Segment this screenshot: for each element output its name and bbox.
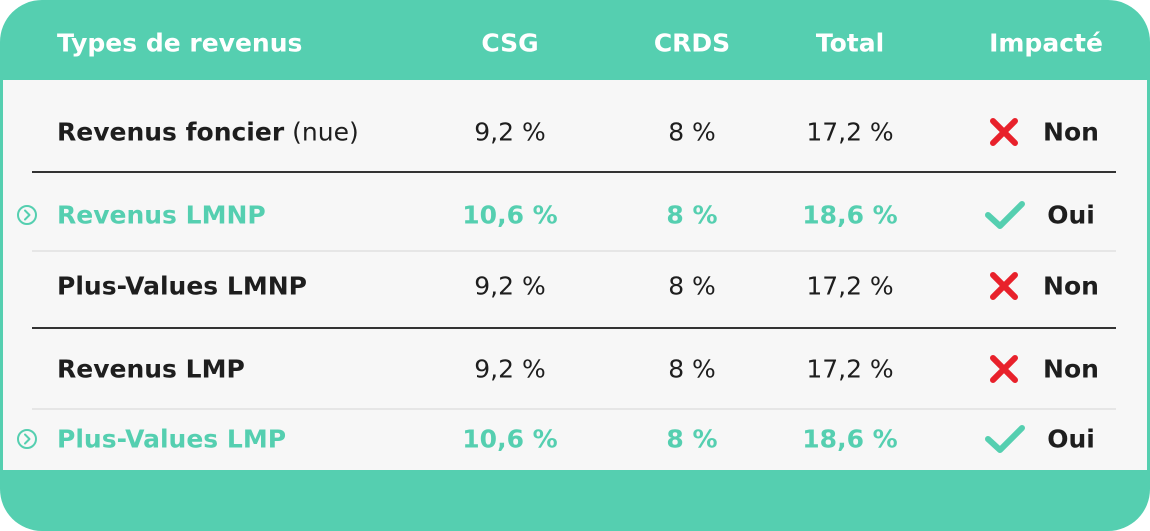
row-separator xyxy=(32,250,1116,252)
total-rate: 17,2 % xyxy=(806,354,894,384)
revenue-type-name: Plus-Values LMNP xyxy=(57,271,307,301)
revenue-type-note: (nue) xyxy=(292,117,359,147)
table-body xyxy=(3,80,1147,470)
crds-rate: 8 % xyxy=(668,117,716,147)
row-separator xyxy=(32,327,1116,329)
revenue-type-name: Plus-Values LMP xyxy=(57,424,287,454)
total-rate: 18,6 % xyxy=(802,200,898,230)
cross-icon xyxy=(990,355,1018,383)
csg-rate: 9,2 % xyxy=(474,117,546,147)
crds-rate: 8 % xyxy=(666,424,718,454)
row-marker-icon xyxy=(17,429,37,449)
revenue-type: Revenus LMNP xyxy=(57,201,266,230)
impacted-label: Non xyxy=(1043,117,1099,147)
column-header: CRDS xyxy=(653,28,731,58)
row-marker-icon xyxy=(17,205,37,225)
row-separator xyxy=(32,408,1116,410)
crds-rate: 8 % xyxy=(668,271,716,301)
row-separator xyxy=(32,171,1116,173)
column-header: Impacté xyxy=(989,28,1103,58)
total-rate: 17,2 % xyxy=(806,117,894,147)
revenue-type-name: Revenus LMNP xyxy=(57,200,266,230)
crds-rate: 8 % xyxy=(668,354,716,384)
crds-rate: 8 % xyxy=(666,200,718,230)
csg-rate: 10,6 % xyxy=(462,424,558,454)
total-rate: 17,2 % xyxy=(806,271,894,301)
check-icon xyxy=(985,425,1025,453)
impacted-label: Non xyxy=(1043,271,1099,301)
csg-rate: 10,6 % xyxy=(462,200,558,230)
cross-icon xyxy=(990,118,1018,146)
revenue-type: Revenus foncier (nue) xyxy=(57,118,359,147)
total-rate: 18,6 % xyxy=(802,424,898,454)
revenue-type: Plus-Values LMNP xyxy=(57,272,307,301)
impacted-label: Oui xyxy=(1047,424,1095,454)
check-icon xyxy=(985,201,1025,229)
column-header: Types de revenus xyxy=(57,28,303,58)
impacted-label: Non xyxy=(1043,354,1099,384)
cross-icon xyxy=(990,272,1018,300)
impacted-label: Oui xyxy=(1047,200,1095,230)
revenue-type-name: Revenus LMP xyxy=(57,354,245,384)
column-header: Total xyxy=(815,28,885,58)
csg-rate: 9,2 % xyxy=(474,354,546,384)
revenue-type-name: Revenus foncier xyxy=(57,117,285,147)
column-header: CSG xyxy=(481,28,539,58)
revenue-type: Revenus LMP xyxy=(57,355,245,384)
csg-rate: 9,2 % xyxy=(474,271,546,301)
revenue-type: Plus-Values LMP xyxy=(57,425,286,454)
